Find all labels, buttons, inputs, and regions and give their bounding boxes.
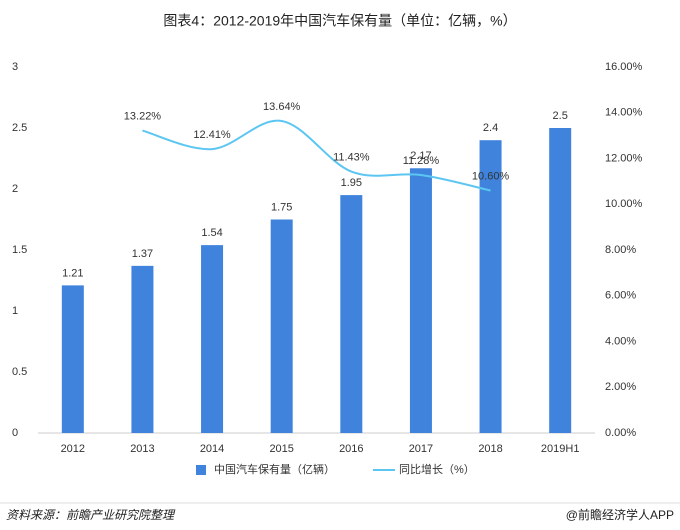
- legend-swatch: [196, 465, 206, 475]
- x-tick-label: 2015: [269, 443, 293, 455]
- bar-value-label: 1.37: [132, 248, 153, 260]
- bar-value-label: 1.54: [201, 227, 222, 239]
- y2-tick-label: 0.00%: [605, 427, 636, 439]
- x-tick-label: 2018: [478, 443, 502, 455]
- y2-tick-label: 8.00%: [605, 244, 636, 256]
- bar-value-label: 1.95: [341, 177, 362, 189]
- line-value-label: 13.64%: [263, 101, 301, 113]
- source: 资料来源：前瞻产业研究院整理: [6, 508, 176, 522]
- y-tick-label: 2.5: [12, 122, 27, 134]
- x-tick-label: 2014: [200, 443, 224, 455]
- bar: [131, 265, 154, 433]
- y-tick-label: 1.5: [12, 244, 27, 256]
- x-tick-label: 2019H1: [541, 443, 580, 455]
- line-value-label: 11.43%: [333, 151, 370, 163]
- bar-value-label: 1.21: [62, 267, 83, 279]
- y2-tick-label: 2.00%: [605, 381, 636, 393]
- line-value-label: 10.60%: [472, 170, 510, 182]
- y-tick-label: 2: [12, 183, 18, 195]
- bar-value-label: 2.17: [410, 150, 431, 162]
- bar-value-label: 1.75: [271, 201, 292, 213]
- x-tick-label: 2012: [61, 443, 85, 455]
- x-tick-label: 2017: [409, 443, 433, 455]
- bar-value-label: 2.5: [553, 110, 568, 122]
- credit: @前瞻经济学人APP: [566, 507, 674, 522]
- y-tick-label: 1: [12, 305, 18, 317]
- bar-value-label: 2.4: [483, 122, 498, 134]
- y-tick-label: 3: [12, 61, 18, 73]
- y-tick-label: 0.5: [12, 366, 27, 378]
- line-value-label: 13.22%: [124, 110, 162, 122]
- bar: [409, 168, 432, 433]
- y2-tick-label: 10.00%: [605, 198, 643, 210]
- line-value-label: 11.28%: [403, 155, 440, 167]
- y-tick-label: 0: [12, 427, 18, 439]
- bar: [479, 140, 502, 433]
- line-value-label: 12.41%: [193, 129, 231, 141]
- y2-tick-label: 12.00%: [605, 152, 643, 164]
- legend-label: 同比增长（%）: [399, 462, 475, 476]
- bar: [270, 219, 293, 433]
- bar: [61, 285, 84, 433]
- bar: [549, 128, 572, 433]
- x-tick-label: 2013: [130, 443, 154, 455]
- y2-tick-label: 16.00%: [605, 61, 643, 73]
- x-tick-label: 2016: [339, 443, 363, 455]
- legend-label: 中国汽车保有量（亿辆）: [214, 462, 335, 476]
- chart-title: 图表4：2012-2019年中国汽车保有量（单位：亿辆，%）: [163, 13, 516, 29]
- y2-tick-label: 6.00%: [605, 290, 636, 302]
- y2-tick-label: 14.00%: [605, 107, 643, 119]
- y2-tick-label: 4.00%: [605, 335, 636, 347]
- bar: [201, 245, 224, 433]
- line: [142, 119, 491, 192]
- bar: [340, 195, 363, 433]
